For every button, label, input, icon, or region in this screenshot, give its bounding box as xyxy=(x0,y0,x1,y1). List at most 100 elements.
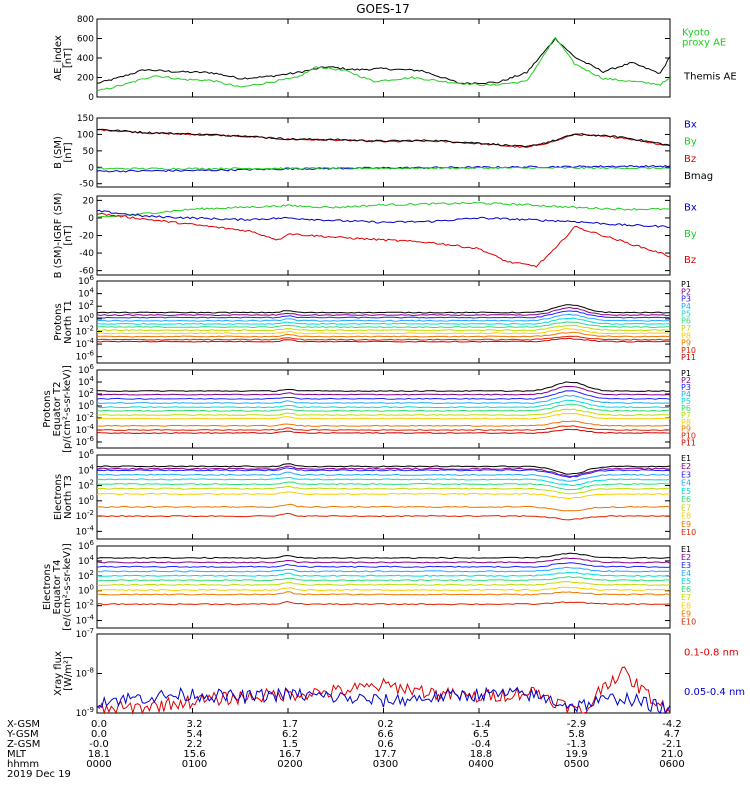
footer-label: hhmm xyxy=(7,759,39,770)
y-tick-label: 10-4 xyxy=(76,337,95,350)
legend-e9: E9 xyxy=(681,520,691,529)
plot-area xyxy=(96,463,671,521)
legend-bmag: Bmag xyxy=(684,171,713,182)
legend-p11: P11 xyxy=(681,439,696,448)
channel-e7 xyxy=(96,485,671,495)
y-tick-label: 102 xyxy=(78,569,94,582)
y-tick-label: 10-2 xyxy=(76,324,94,337)
y-axis-label: Xray flux xyxy=(53,651,64,696)
legend-e6: E6 xyxy=(681,585,691,594)
channel-p4 xyxy=(96,394,671,404)
legend-p4: P4 xyxy=(681,302,691,311)
y-tick-label: 100 xyxy=(78,584,94,597)
channel-p10 xyxy=(96,335,670,341)
series-bx xyxy=(96,209,671,229)
y-axis-label: AE_index xyxy=(53,35,64,81)
y-tick-label: 600 xyxy=(77,35,94,45)
series-bz xyxy=(96,212,671,268)
series-kyoto-proxy-ae xyxy=(96,36,671,91)
footer-value: 19.9 xyxy=(565,749,587,760)
legend-themis-ae: Themis AE xyxy=(683,71,737,82)
channel-e1 xyxy=(96,463,671,475)
channel-p3 xyxy=(96,390,671,400)
legend-bx: Bx xyxy=(684,119,697,130)
channel-p7 xyxy=(96,408,671,416)
footer-label: MLT xyxy=(7,749,27,760)
legend-e7: E7 xyxy=(681,593,691,602)
y-axis-label: Equator T4 xyxy=(52,560,63,615)
channel-e9 xyxy=(96,591,671,596)
orbit-footer: X-GSM 0.0 3.2 1.7 0.2 -1.4 -2.9 -4.2 Y-GSM 0.0 5.4… xyxy=(6,719,685,780)
y-tick-label: 10-6 xyxy=(76,435,95,448)
footer-value: 6.5 xyxy=(473,729,489,740)
legend-by: By xyxy=(684,229,697,240)
footer-value: 2.2 xyxy=(187,739,203,750)
panel-8: 10-7 10-8 10-9 Xray flux [W/m²] 0.1-0.8 nm 0.0… xyxy=(53,627,745,719)
channel-e3 xyxy=(96,467,671,479)
channel-p6 xyxy=(96,403,671,412)
y-axis-label: [p/(cm²-s-sr-keV)] xyxy=(62,365,73,453)
footer-value: 6.2 xyxy=(282,729,298,740)
channel-p5 xyxy=(96,399,671,409)
plot-area xyxy=(96,381,671,434)
y-tick-label: 100 xyxy=(78,312,94,325)
legend-e1: E1 xyxy=(681,454,691,463)
legend-e3: E3 xyxy=(681,470,691,479)
channel-p6 xyxy=(96,321,671,329)
channel-e3 xyxy=(96,562,671,568)
y-tick-label: -20 xyxy=(79,232,94,242)
panel-7: 106 104 102 100 10-2 10-4 Electrons Equator T4[… xyxy=(42,539,696,631)
footer-value: 6.6 xyxy=(378,729,394,740)
y-tick-label: 20 xyxy=(83,196,95,206)
legend-e6: E6 xyxy=(681,495,691,504)
y-tick-label: 10-8 xyxy=(76,667,94,680)
y-axis-label: Protons xyxy=(53,303,64,340)
y-axis-label: Equator T2 xyxy=(52,382,63,437)
legend-by: By xyxy=(684,137,697,148)
legend-p9: P9 xyxy=(681,425,691,434)
channel-p8 xyxy=(96,328,671,335)
channel-p11 xyxy=(96,428,671,434)
channel-p5 xyxy=(96,317,671,325)
footer-value: 0600 xyxy=(659,759,684,770)
y-axis-label: B (SM) xyxy=(53,136,64,169)
footer-value: 0400 xyxy=(468,759,493,770)
channel-p11 xyxy=(96,337,671,343)
footer-value: 17.7 xyxy=(374,749,396,760)
y-tick-label: 150 xyxy=(77,114,94,124)
legend-p1: P1 xyxy=(681,280,691,289)
y-tick-label: 10-4 xyxy=(76,614,95,627)
plot-frame xyxy=(96,369,671,449)
footer-value: 15.6 xyxy=(183,749,205,760)
channel-e8 xyxy=(96,491,671,500)
series-0-05-0-4-nm xyxy=(96,686,671,715)
channel-p2 xyxy=(96,306,671,317)
legend-e2: E2 xyxy=(681,462,691,471)
legend-p5: P5 xyxy=(681,309,691,318)
channel-p8 xyxy=(96,412,671,420)
legend-e8: E8 xyxy=(681,601,691,610)
footer-value: -0.0 xyxy=(89,739,109,750)
footer-value: 0.2 xyxy=(378,719,394,730)
footer-value: 0.6 xyxy=(378,739,394,750)
y-tick-label: 10-9 xyxy=(76,706,94,719)
legend-e4: E4 xyxy=(681,479,691,488)
channel-p1 xyxy=(96,381,671,392)
y-tick-label: 10-2 xyxy=(76,599,94,612)
footer-value: 18.1 xyxy=(88,749,110,760)
channel-p2 xyxy=(96,385,670,396)
legend-p9: P9 xyxy=(681,339,691,348)
plot-area xyxy=(96,128,671,173)
channel-e8 xyxy=(96,586,671,592)
channel-e4 xyxy=(96,471,671,482)
y-tick-label: 10-7 xyxy=(76,627,94,640)
footer-value: 0.0 xyxy=(91,729,107,740)
y-axis-label: [nT] xyxy=(63,48,74,68)
legend-p2: P2 xyxy=(681,376,691,385)
legend-p1: P1 xyxy=(681,369,691,378)
legend-0-1-0-8-nm: 0.1-0.8 nm xyxy=(684,648,739,659)
